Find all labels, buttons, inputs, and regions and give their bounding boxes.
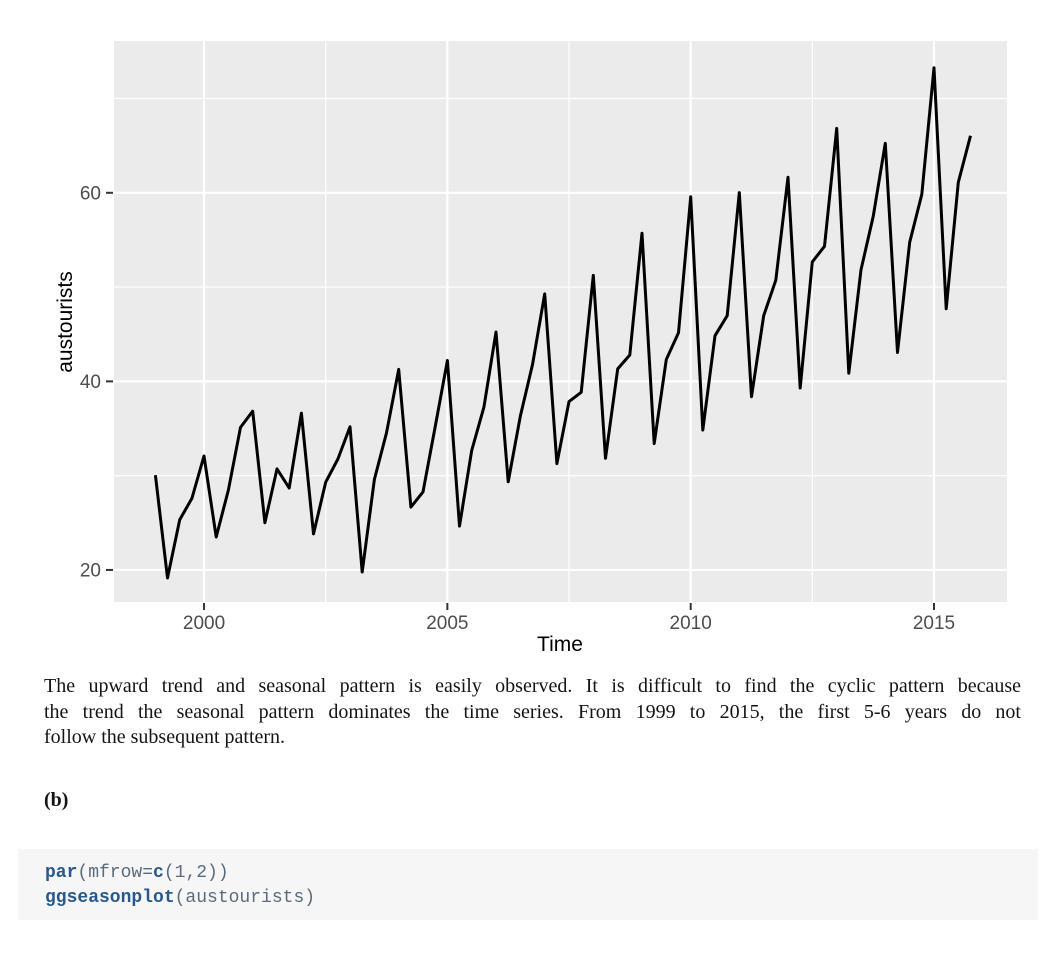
code-line: par(mfrow=c(1,2)) bbox=[45, 861, 1038, 886]
code-token-function: ggseasonplot bbox=[45, 888, 175, 908]
plot-panel bbox=[114, 41, 1007, 602]
code-token-default: (1,2)) bbox=[163, 863, 229, 883]
paragraph-line-1: The upward trend and seasonal pattern is… bbox=[44, 675, 1021, 697]
x-axis-title: Time bbox=[537, 633, 583, 656]
y-tick-label: 60 bbox=[80, 183, 101, 204]
x-tick-label: 2015 bbox=[913, 613, 955, 634]
paragraph-line-3: follow the subsequent pattern. bbox=[44, 726, 286, 749]
section-label-b: (b) bbox=[44, 789, 69, 811]
y-tick-label: 20 bbox=[80, 560, 101, 581]
code-token-default: (austourists) bbox=[174, 888, 316, 908]
r-code-block: par(mfrow=c(1,2)) ggseasonplot(austourist… bbox=[18, 849, 1038, 920]
y-tick-label: 40 bbox=[80, 372, 101, 393]
commentary-paragraph: The upward trend and seasonal pattern is… bbox=[44, 674, 1021, 751]
austourists-time-series-figure: 20 40 60 2000 2005 2010 2015 austourists Time bbox=[54, 41, 1007, 656]
code-token-default: (mfrow= bbox=[77, 863, 154, 883]
code-line: ggseasonplot(austourists) bbox=[45, 886, 1038, 911]
code-token-function: par bbox=[45, 863, 78, 883]
y-axis-title: austourists bbox=[54, 271, 77, 373]
paragraph-line-2: the trend the seasonal pattern dominates… bbox=[44, 700, 1021, 723]
line-chart-canvas: 20 40 60 2000 2005 2010 2015 bbox=[80, 41, 1007, 634]
x-tick-label: 2005 bbox=[426, 613, 468, 634]
time-series-line bbox=[153, 66, 972, 580]
x-tick-label: 2010 bbox=[670, 613, 712, 634]
x-tick-label: 2000 bbox=[183, 613, 225, 634]
code-token-function: c bbox=[153, 863, 164, 883]
